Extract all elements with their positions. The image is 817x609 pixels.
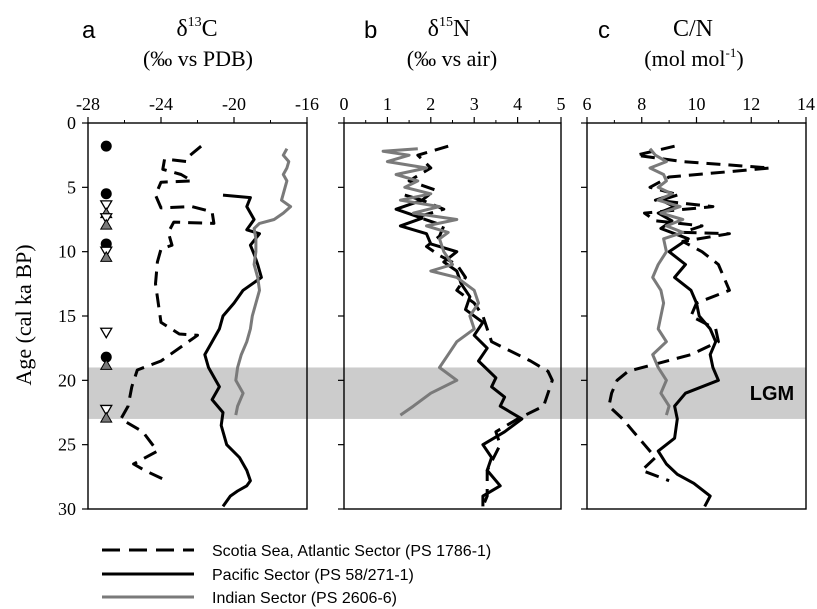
legend: Scotia Sea, Atlantic Sector (PS 1786-1) … bbox=[102, 543, 491, 607]
legend-label-indian: Indian Sector (PS 2606-6) bbox=[212, 590, 397, 607]
x-tick-label-b-4: 4 bbox=[513, 94, 522, 114]
plot-frame-b bbox=[343, 122, 562, 510]
marker-up-triangle-13 bbox=[99, 411, 113, 423]
x-tick-label-c-2: 10 bbox=[688, 94, 706, 114]
panel-c-subtitle: (mol mol-1) bbox=[644, 45, 743, 71]
y-tick-label-6: 30 bbox=[58, 499, 76, 519]
x-tick-label-a-0: -28 bbox=[76, 94, 100, 114]
panel-letter-c: c bbox=[598, 17, 610, 44]
marker-down-triangle-9 bbox=[99, 327, 113, 340]
y-tick-label-1: 5 bbox=[67, 177, 76, 197]
panel-letter-b: b bbox=[364, 17, 377, 44]
marker-down-triangle-12 bbox=[99, 404, 113, 417]
marker-up-triangle-8 bbox=[99, 250, 113, 262]
x-tick-label-c-4: 14 bbox=[797, 94, 815, 114]
marker-down-triangle-2 bbox=[99, 200, 113, 212]
marker-circle-10 bbox=[100, 351, 112, 363]
x-tick-label-b-1: 1 bbox=[383, 94, 392, 114]
lgm-band bbox=[88, 367, 806, 419]
panel-letter-a: a bbox=[82, 17, 96, 44]
y-tick-label-4: 20 bbox=[58, 370, 76, 390]
lgm-label: LGM bbox=[750, 383, 794, 405]
panel-a-title: δ13C bbox=[176, 15, 217, 42]
series-line-b-1 bbox=[394, 193, 524, 507]
legend-label-pacific: Pacific Sector (PS 58/271-1) bbox=[212, 567, 414, 584]
series-line-a-0 bbox=[119, 145, 216, 483]
x-tick-label-c-1: 8 bbox=[637, 94, 646, 114]
y-tick-label-5: 25 bbox=[58, 435, 76, 455]
x-tick-label-b-0: 0 bbox=[340, 94, 349, 114]
marker-down-triangle-4 bbox=[99, 213, 113, 225]
panel-b-title: δ15N bbox=[428, 15, 471, 42]
x-tick-label-b-2: 2 bbox=[426, 94, 435, 114]
series-line-a-2 bbox=[234, 147, 293, 416]
marker-up-triangle-11 bbox=[99, 358, 113, 370]
series-line-b-2 bbox=[381, 147, 480, 417]
plot-frame-a bbox=[87, 122, 308, 510]
marker-circle-0 bbox=[100, 140, 112, 152]
y-tick-label-3: 15 bbox=[58, 306, 76, 326]
y-axis-label: Age (cal ka BP) bbox=[11, 244, 36, 385]
x-tick-label-c-0: 6 bbox=[583, 94, 592, 114]
plot-frame-c bbox=[586, 122, 807, 510]
panel-c-plot: 6 8 10 12 14 bbox=[581, 94, 815, 510]
marker-up-triangle-5 bbox=[99, 218, 113, 230]
panel-a-plot: -28 -24 -20 -16 0 5 10 15 20 25 30 bbox=[58, 94, 319, 519]
panel-a-subtitle: (‰ vs PDB) bbox=[143, 46, 253, 71]
panel-c-title: C/N bbox=[673, 16, 713, 42]
x-tick-label-a-3: -16 bbox=[295, 94, 319, 114]
x-tick-label-a-2: -20 bbox=[222, 94, 246, 114]
series-line-c-2 bbox=[648, 147, 685, 416]
x-tick-label-b-3: 3 bbox=[470, 94, 479, 114]
marker-circle-1 bbox=[100, 188, 112, 200]
y-tick-label-0: 0 bbox=[67, 113, 76, 133]
y-tick-label-2: 10 bbox=[58, 242, 76, 262]
legend-label-atlantic: Scotia Sea, Atlantic Sector (PS 1786-1) bbox=[212, 543, 491, 560]
series-line-c-0 bbox=[607, 144, 772, 483]
series-line-a-1 bbox=[203, 193, 263, 508]
panel-b-subtitle: (‰ vs air) bbox=[407, 46, 497, 71]
x-tick-label-a-1: -24 bbox=[149, 94, 173, 114]
x-tick-label-c-3: 12 bbox=[742, 94, 760, 114]
x-tick-label-b-5: 5 bbox=[557, 94, 566, 114]
panel-b-plot: 0 1 2 3 4 5 bbox=[338, 94, 566, 510]
